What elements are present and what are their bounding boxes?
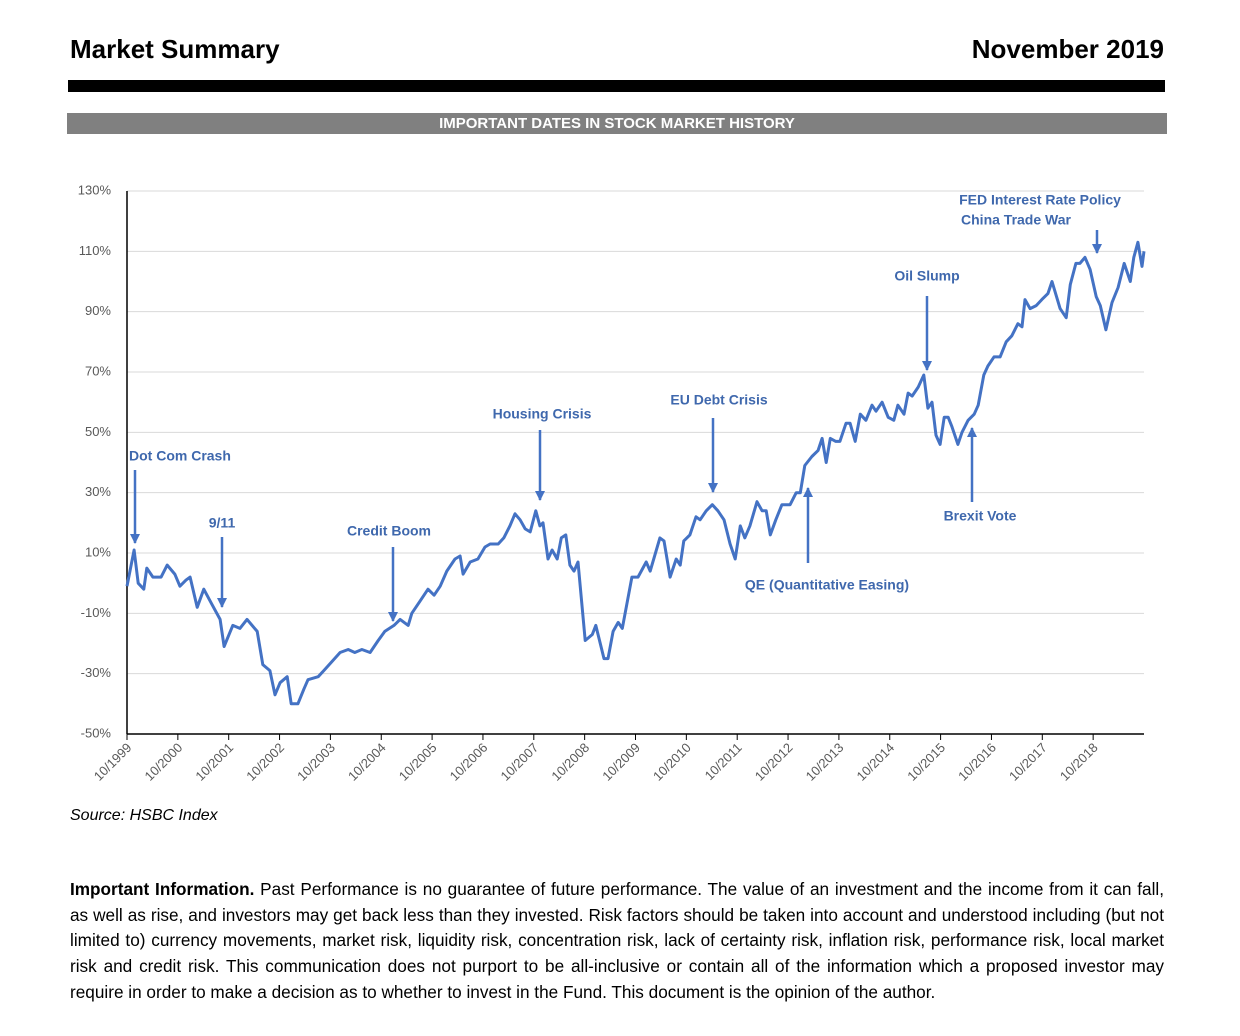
x-tick-label: 10/2001: [192, 740, 236, 784]
x-tick-label: 10/2004: [345, 740, 389, 784]
x-tick-label: 10/2012: [752, 740, 796, 784]
x-tick-label: 10/1999: [91, 740, 135, 784]
chart: -50% -30% -10% 10% 30% 50% 70% 90% 110% 130% 10/19…: [78, 182, 1146, 784]
x-tick-label: 10/2014: [853, 740, 897, 784]
page-title: Market Summary: [70, 34, 280, 64]
annotation: Credit Boom: [347, 523, 431, 539]
y-tick-label: -50%: [81, 725, 112, 740]
disclaimer: Important Information. Past Performance …: [70, 877, 1164, 1006]
y-tick-label: 10%: [85, 544, 111, 559]
source-note: Source: HSBC Index: [70, 807, 218, 824]
x-tick-label: 10/2009: [599, 740, 643, 784]
annotation: Housing Crisis: [493, 406, 592, 422]
x-tick-label: 10/2006: [447, 740, 491, 784]
x-tick-label: 10/2016: [955, 740, 999, 784]
x-tick-label: 10/2013: [803, 740, 847, 784]
x-tick-label: 10/2005: [396, 740, 440, 784]
x-tick-label: 10/2011: [702, 740, 745, 783]
annotation: China Trade War: [961, 212, 1072, 228]
x-tick-label: 10/2000: [142, 740, 186, 784]
x-tick-label: 10/2015: [904, 740, 948, 784]
disclaimer-lead: Important Information.: [70, 879, 255, 899]
x-tick-label: 10/2003: [294, 740, 338, 784]
disclaimer-text: Past Performance is no guarantee of futu…: [70, 879, 1165, 1002]
annotation: FED Interest Rate Policy: [959, 192, 1121, 208]
annotation: 9/11: [209, 515, 236, 531]
x-tick-label: 10/2002: [243, 740, 287, 784]
y-tick-label: 130%: [78, 182, 112, 197]
y-tick-label: 70%: [85, 363, 111, 378]
annotation: Brexit Vote: [944, 508, 1017, 524]
x-tick-label: 10/2010: [650, 740, 694, 784]
y-tick-label: 50%: [85, 424, 111, 439]
annotation: Dot Com Crash: [129, 448, 231, 464]
y-tick-label: -30%: [81, 665, 112, 680]
annotation: QE (Quantitative Easing): [745, 577, 909, 593]
x-tick-label: 10/2008: [548, 740, 592, 784]
y-tick-label: -10%: [81, 605, 112, 620]
data-line: [125, 240, 1146, 706]
x-tick-label: 10/2017: [1006, 740, 1050, 784]
x-tick-label: 10/2007: [498, 740, 542, 784]
y-tick-label: 110%: [79, 243, 112, 258]
y-tick-label: 90%: [85, 303, 111, 318]
annotation: EU Debt Crisis: [670, 392, 767, 408]
header-rule: [68, 80, 1165, 92]
annotation: Oil Slump: [894, 268, 959, 284]
chart-title: IMPORTANT DATES IN STOCK MARKET HISTORY: [67, 113, 1167, 134]
y-tick-label: 30%: [85, 484, 111, 499]
x-tick-label: 10/2018: [1057, 740, 1101, 784]
page-date: November 2019: [971, 34, 1164, 64]
